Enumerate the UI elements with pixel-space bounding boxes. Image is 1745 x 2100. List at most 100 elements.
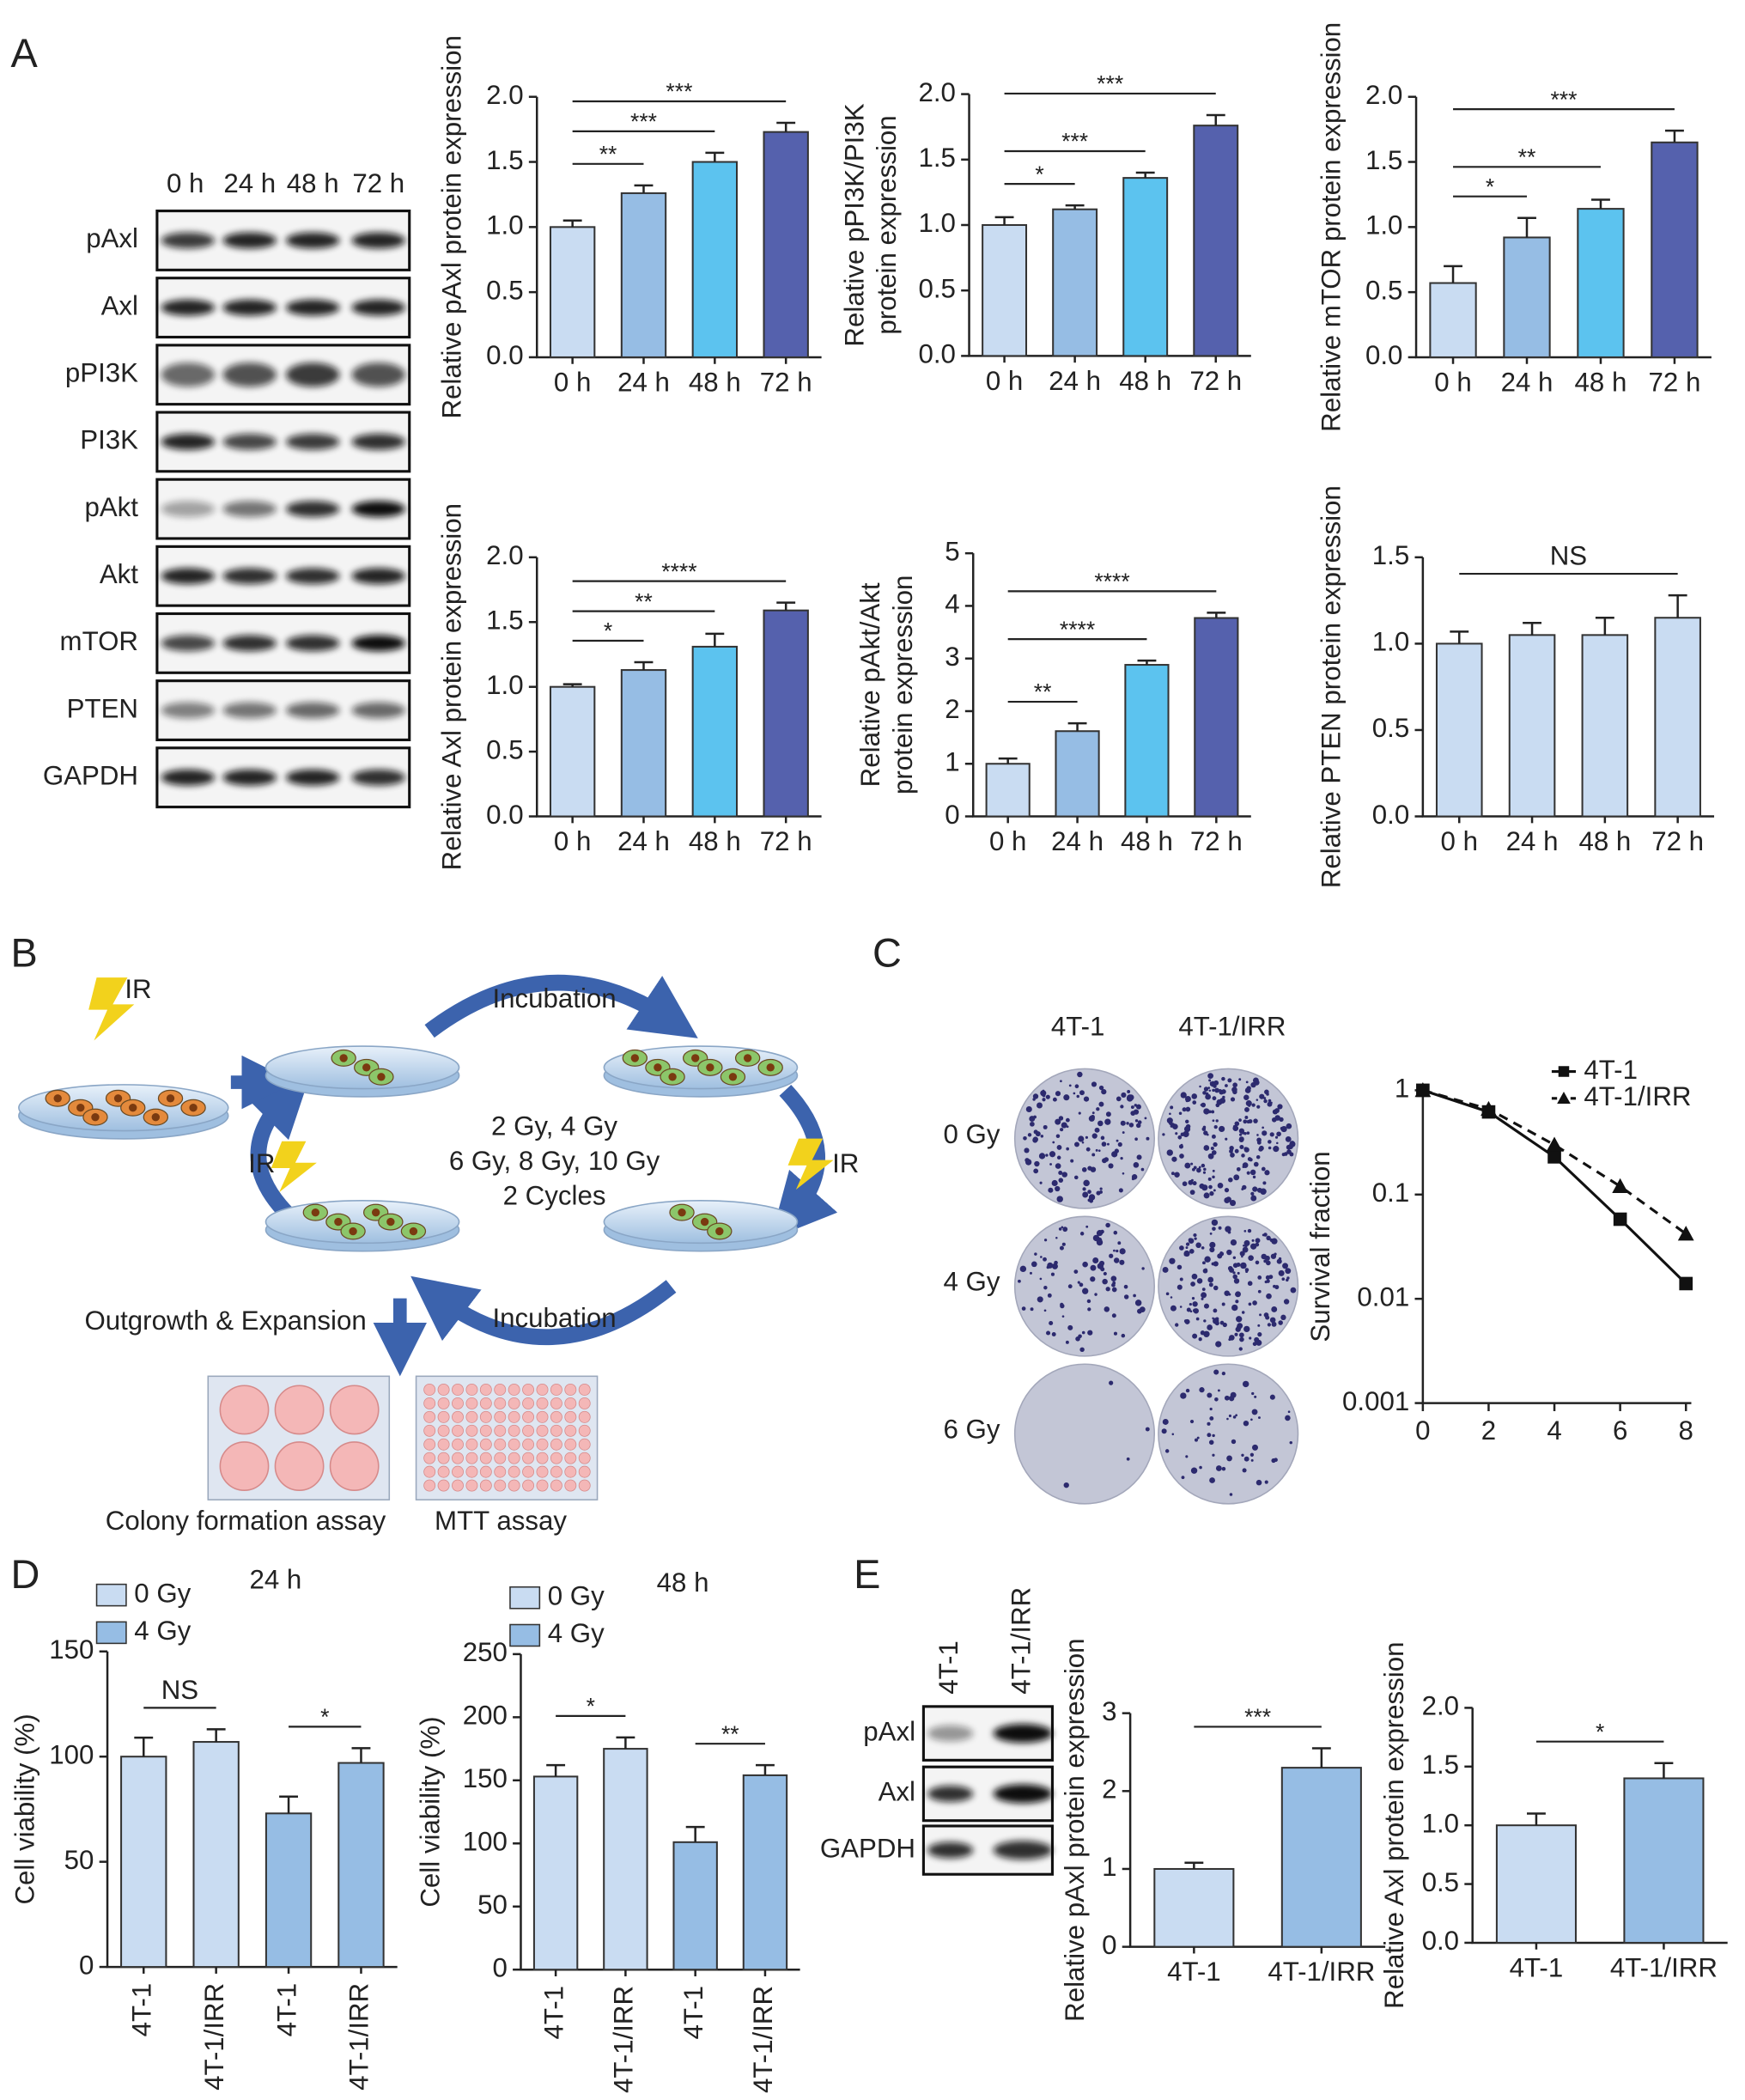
colony bbox=[1238, 1137, 1244, 1142]
bar bbox=[1124, 664, 1170, 818]
colony bbox=[1262, 1130, 1268, 1136]
x-tick-label: 48 h bbox=[1575, 367, 1627, 397]
colony bbox=[1252, 1077, 1259, 1084]
colony bbox=[1183, 1125, 1191, 1133]
colony bbox=[1208, 1089, 1212, 1092]
colony bbox=[1055, 1091, 1061, 1097]
y-axis-label: Survival fraction bbox=[1305, 1151, 1335, 1342]
nucleus bbox=[743, 1054, 752, 1062]
colony bbox=[1269, 1132, 1274, 1137]
colony bbox=[1266, 1293, 1272, 1300]
colony bbox=[1232, 1082, 1237, 1088]
colony bbox=[1179, 1245, 1184, 1251]
error-bar bbox=[1527, 1812, 1546, 1826]
colony bbox=[1241, 1453, 1244, 1457]
colony bbox=[1232, 1271, 1236, 1275]
y-tick-label: 0.0 bbox=[486, 340, 523, 370]
colony bbox=[1282, 1263, 1289, 1269]
x-tick-label: 4T-1 bbox=[538, 1986, 568, 2040]
legend-label: 4 Gy bbox=[134, 1616, 191, 1646]
blot-band bbox=[161, 434, 216, 450]
colony bbox=[1268, 1146, 1272, 1150]
plate bbox=[1013, 1068, 1156, 1209]
colony bbox=[1250, 1458, 1254, 1462]
colony bbox=[1185, 1246, 1189, 1250]
colony bbox=[1212, 1453, 1215, 1457]
colony bbox=[1226, 1455, 1232, 1462]
colony bbox=[1146, 1136, 1150, 1141]
colony bbox=[1192, 1301, 1198, 1307]
well bbox=[536, 1397, 549, 1409]
significance-label: * bbox=[604, 618, 612, 644]
colony bbox=[1235, 1291, 1241, 1298]
colony bbox=[1256, 1099, 1259, 1101]
colony bbox=[1242, 1380, 1249, 1388]
well bbox=[536, 1384, 549, 1396]
colony bbox=[1231, 1304, 1238, 1312]
blot-band bbox=[222, 769, 277, 786]
well bbox=[437, 1465, 450, 1478]
colony bbox=[1033, 1129, 1038, 1135]
colony bbox=[1043, 1239, 1048, 1242]
y-tick-label: 1.0 bbox=[918, 208, 955, 238]
x-tick-label: 0 bbox=[1415, 1415, 1430, 1446]
error-bar bbox=[1206, 113, 1225, 126]
colony bbox=[1092, 1234, 1100, 1242]
legend-swatch bbox=[509, 1586, 541, 1610]
well bbox=[479, 1384, 492, 1396]
colony bbox=[1196, 1436, 1200, 1440]
bar bbox=[1429, 282, 1477, 358]
colony bbox=[1122, 1172, 1125, 1175]
colony bbox=[1060, 1302, 1064, 1306]
colony bbox=[1221, 1076, 1225, 1081]
significance-label: ** bbox=[599, 141, 617, 167]
colony-column: 4T-1/IRR bbox=[1178, 1012, 1286, 1042]
colony bbox=[1203, 1319, 1207, 1323]
significance-label: *** bbox=[1244, 1704, 1271, 1730]
colony bbox=[1212, 1175, 1215, 1179]
error-bar bbox=[634, 660, 654, 671]
colony bbox=[1185, 1106, 1191, 1112]
x-tick-label: 48 h bbox=[689, 367, 741, 397]
colony bbox=[1207, 1392, 1213, 1398]
colony bbox=[1269, 1394, 1275, 1400]
well bbox=[465, 1397, 478, 1409]
error-bar bbox=[1135, 171, 1155, 179]
colony bbox=[1228, 1177, 1233, 1183]
nucleus bbox=[349, 1227, 357, 1236]
colony bbox=[1252, 1342, 1257, 1347]
x-tick-label: 4T-1 bbox=[271, 1983, 301, 2037]
well bbox=[423, 1452, 436, 1464]
colony bbox=[1274, 1115, 1280, 1121]
well bbox=[522, 1397, 535, 1409]
colony bbox=[1145, 1427, 1150, 1432]
well bbox=[522, 1424, 535, 1437]
y-tick-label: 1.0 bbox=[1372, 627, 1409, 657]
colony bbox=[1262, 1126, 1264, 1129]
y-tick-label: 5 bbox=[945, 536, 959, 566]
colony bbox=[1234, 1121, 1240, 1127]
bar bbox=[1577, 208, 1625, 358]
colony bbox=[1259, 1093, 1265, 1099]
colony bbox=[1126, 1457, 1130, 1461]
y-axis-label: Relative mTOR protein expression bbox=[1316, 22, 1346, 432]
colony bbox=[1177, 1135, 1183, 1140]
colony bbox=[1276, 1141, 1279, 1145]
well bbox=[452, 1438, 464, 1451]
error-bar bbox=[562, 683, 582, 687]
blot-band bbox=[222, 568, 277, 585]
colony bbox=[1233, 1174, 1240, 1181]
significance-label: ** bbox=[1034, 679, 1052, 705]
significance-label: * bbox=[1486, 173, 1494, 199]
x-tick-label: 4T-1/IRR bbox=[199, 1983, 229, 2091]
colony bbox=[1061, 1172, 1067, 1178]
colony bbox=[1087, 1307, 1091, 1312]
lane-label: 72 h bbox=[352, 168, 404, 198]
colony bbox=[1229, 1335, 1235, 1341]
well bbox=[494, 1424, 507, 1437]
colony bbox=[1118, 1188, 1123, 1193]
colony bbox=[1238, 1133, 1243, 1136]
well bbox=[329, 1441, 380, 1491]
well bbox=[479, 1465, 492, 1478]
colony bbox=[1109, 1253, 1114, 1258]
